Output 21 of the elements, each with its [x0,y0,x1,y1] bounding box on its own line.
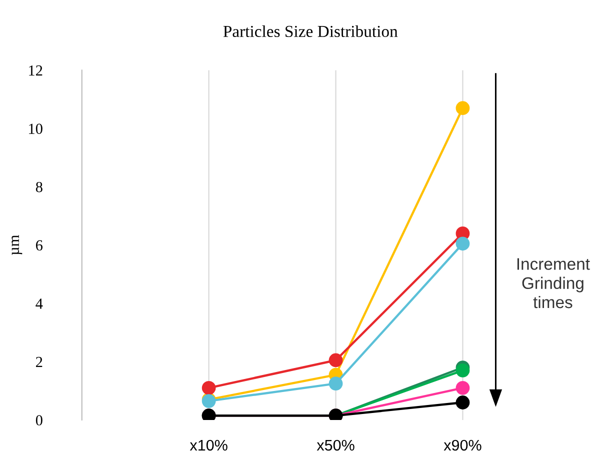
y-axis-title: µm [12,235,22,255]
y-tick-label: 0 [36,415,42,426]
y-tick-label: 8 [36,182,42,192]
point [456,380,470,395]
point [456,101,470,116]
annotation: Increment Grinding times [517,258,590,308]
x-tick-label: x90% [444,440,482,451]
x-tick-label: x10% [190,440,228,451]
point [456,396,470,410]
y-tick-label: 12 [29,65,42,76]
y-tick-label: 2 [36,356,42,367]
point [456,236,470,251]
x-tick-label: x50% [316,440,354,451]
y-tick-label: 4 [36,298,43,309]
y-tick-label: 10 [29,124,42,134]
point [202,380,216,395]
y-tick-label: 6 [36,240,43,251]
point [328,376,343,390]
chart-title: Particles Size Distribution [223,25,398,38]
point [456,363,470,378]
point [328,353,343,368]
